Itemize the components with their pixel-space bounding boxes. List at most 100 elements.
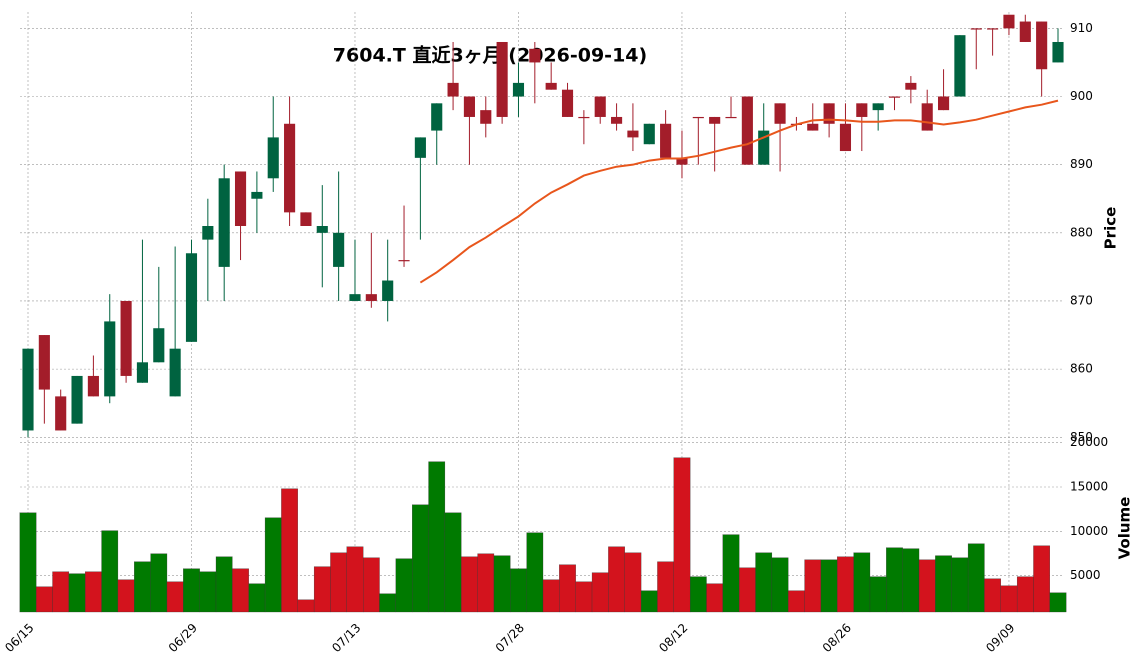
x-tick-label: 06/29 [166, 621, 200, 655]
volume-bar [608, 546, 625, 613]
x-tick-label: 08/26 [820, 621, 854, 655]
volume-bar [313, 566, 331, 613]
candle-body [365, 294, 377, 301]
candle-body [431, 103, 443, 131]
x-tick-label: 09/09 [983, 621, 1017, 655]
y-tick-label: 870 [1070, 293, 1093, 307]
candle-body [300, 212, 312, 226]
candle-body [758, 130, 770, 165]
volume-bar [477, 553, 495, 613]
volume-bar [1016, 576, 1034, 613]
candle-body [709, 116, 721, 124]
volume-bar [346, 546, 364, 613]
volume-bar [68, 573, 86, 613]
candle-body [578, 116, 590, 119]
candle-body [349, 294, 361, 301]
candle-body [905, 82, 917, 90]
volume-bar [771, 557, 789, 613]
candle-body [823, 103, 835, 124]
volume-bar [117, 579, 135, 613]
volume-bar [281, 488, 298, 613]
volume-bar [166, 581, 184, 613]
volume-bar [918, 559, 936, 613]
volume-bar [739, 567, 756, 613]
volume-bar [134, 561, 151, 613]
volume-bar [673, 457, 691, 613]
volume-bar [722, 534, 740, 613]
volume-bar [951, 557, 969, 613]
candle-body [104, 321, 116, 397]
volume-bar [935, 555, 952, 613]
y-tick-label: 890 [1070, 157, 1093, 171]
volume-bar [150, 553, 168, 613]
candle-body [872, 103, 884, 111]
candle-body [38, 335, 50, 390]
volume-bar [1000, 585, 1018, 613]
candle-body [725, 116, 737, 119]
volume-tick-label: 10000 [1070, 524, 1108, 538]
candle-body [316, 226, 328, 233]
candle-body [839, 123, 852, 152]
candle-body [545, 82, 557, 90]
candle-body [741, 96, 753, 165]
candle-body [267, 137, 279, 179]
volume-bar [493, 555, 511, 613]
volume-bar [330, 552, 347, 613]
candle-body [234, 171, 247, 226]
volume-bar [379, 593, 397, 613]
volume-bar [264, 517, 282, 613]
volume-bar [755, 552, 773, 613]
volume-bar [510, 568, 527, 613]
candle-body [1052, 41, 1064, 63]
candle-body [529, 48, 541, 63]
y-tick-label: 880 [1070, 225, 1093, 239]
candle-body [496, 41, 508, 117]
candle-body [807, 123, 819, 131]
moving-average-line [419, 99, 1059, 284]
candle-body [1036, 21, 1048, 70]
candle-body [414, 137, 426, 158]
y-tick-label: 900 [1070, 89, 1093, 103]
volume-bar [837, 556, 854, 613]
candle-body [55, 396, 67, 431]
candle-body [218, 178, 230, 267]
volume-bar [1049, 592, 1067, 613]
candle-body [561, 89, 574, 117]
volume-axis-label: Volume [1116, 497, 1134, 560]
volume-bar [52, 571, 70, 613]
volume-bar [215, 556, 233, 613]
volume-bar [640, 590, 658, 613]
candle-body [937, 96, 950, 111]
y-tick-label: 910 [1070, 21, 1093, 35]
volume-bar [853, 552, 871, 613]
volume-bar [297, 599, 315, 613]
volume-bar [412, 504, 429, 613]
candle-body [987, 28, 999, 30]
volume-bar [624, 552, 642, 613]
volume-bar [36, 586, 53, 613]
candle-body [480, 110, 492, 124]
volume-bar [788, 590, 805, 613]
volume-bar [85, 571, 102, 613]
candle-body [284, 123, 296, 213]
volume-bar [428, 461, 446, 613]
candle-body [251, 191, 263, 199]
candle-body [954, 35, 966, 97]
volume-bar [395, 558, 413, 613]
y-tick-label: 860 [1070, 362, 1093, 376]
candle-body [382, 280, 394, 301]
volume-bar [706, 583, 723, 613]
volume-bar [19, 512, 37, 613]
volume-bar [183, 568, 200, 613]
candle-body [594, 96, 606, 117]
volume-bar [967, 543, 985, 613]
volume-tick-label: 15000 [1070, 479, 1108, 493]
candle-body [774, 103, 786, 124]
candle-body [22, 348, 34, 431]
candle-body [1019, 21, 1031, 42]
candle-body [627, 130, 639, 138]
candle-body [888, 96, 901, 98]
candle-body [136, 362, 149, 383]
candle-body [153, 328, 165, 363]
